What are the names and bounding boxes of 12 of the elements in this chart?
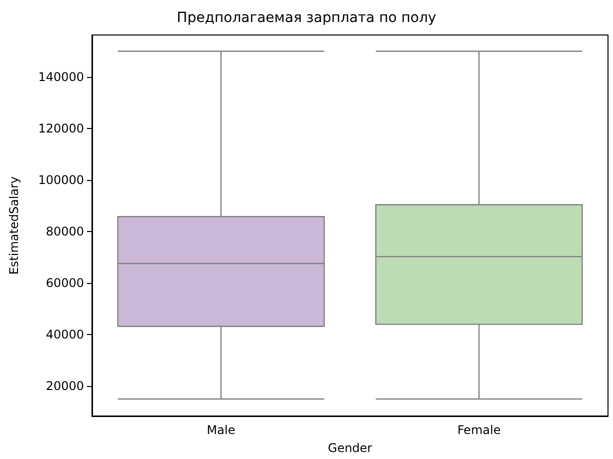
y-tick-label: 100000 — [38, 173, 84, 188]
x-tick-label: Male — [206, 423, 236, 437]
x-axis-title: Gender — [328, 441, 372, 455]
chart-title: Предполагаемая зарплата по полу — [176, 10, 436, 26]
y-tick-label: 140000 — [38, 70, 84, 84]
y-tick-label: 20000 — [46, 379, 84, 394]
y-tick-label: 80000 — [46, 224, 84, 239]
y-tick-label: 40000 — [46, 328, 84, 342]
x-tick-label: Female — [457, 423, 501, 437]
y-axis-title: EstimatedSalary — [7, 176, 21, 275]
y-tick-label: 60000 — [46, 276, 84, 290]
y-tick-label: 120000 — [38, 122, 84, 136]
